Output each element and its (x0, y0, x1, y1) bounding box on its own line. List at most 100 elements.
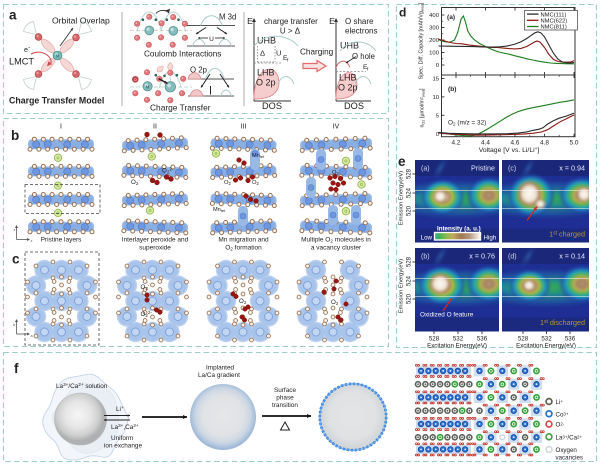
svg-text:-: - (28, 45, 30, 51)
svg-text:O 2p: O 2p (256, 78, 276, 88)
svg-text:phase: phase (276, 395, 294, 402)
svg-text:1st charged: 1st charged (549, 230, 585, 239)
svg-text:Spec. Diff. Capacity [mAh/Vgwa: Spec. Diff. Capacity [mAh/Vgwad] (419, 2, 425, 79)
svg-text:300: 300 (429, 26, 440, 32)
svg-text:528: 528 (407, 168, 413, 179)
svg-text:O22-: O22- (162, 167, 174, 175)
svg-text:NMC(811): NMC(811) (541, 25, 567, 31)
svg-text:(c): (c) (508, 166, 516, 173)
svg-text:U: U (276, 49, 281, 58)
svg-text:Oxidized O feature: Oxidized O feature (420, 312, 474, 319)
svg-text:Δ: Δ (260, 49, 265, 58)
svg-text:Interlayer peroxide and: Interlayer peroxide and (122, 237, 189, 244)
svg-text:a vacancy cluster: a vacancy cluster (311, 245, 362, 252)
svg-text:Implanted: Implanted (206, 365, 235, 372)
svg-text:(b): (b) (448, 86, 456, 93)
svg-text:x = 0.14: x = 0.14 (559, 252, 585, 261)
svg-text:Pristine layers: Pristine layers (41, 237, 83, 244)
svg-text:Co3+: Co3+ (556, 411, 569, 418)
svg-text:O2 (m/z = 32): O2 (m/z = 32) (448, 120, 486, 127)
svg-text:III: III (241, 124, 247, 131)
svg-text:O2-: O2- (141, 283, 150, 291)
svg-text:Pristine: Pristine (471, 164, 495, 173)
svg-text:520: 520 (407, 205, 413, 216)
svg-text:Voltage [V vs. Li/Li+]: Voltage [V vs. Li/Li+] (479, 147, 540, 154)
svg-text:vacancies: vacancies (556, 455, 584, 462)
svg-text:5: 5 (436, 114, 440, 120)
svg-text:IV: IV (333, 124, 340, 131)
svg-text:Charging: Charging (300, 48, 334, 57)
svg-text:U: U (209, 36, 214, 43)
svg-text:UHB: UHB (257, 36, 276, 46)
svg-text:536: 536 (477, 336, 488, 343)
svg-text:Coulomb Interactions: Coulomb Interactions (144, 50, 221, 59)
svg-text:(d): (d) (508, 254, 517, 261)
svg-text:electrons: electrons (345, 27, 377, 36)
svg-text:b: b (13, 323, 15, 327)
svg-text:(b): (b) (421, 254, 430, 261)
svg-text:Li+: Li+ (116, 405, 124, 413)
svg-text:La3+/Ca2+ solution: La3+/Ca2+ solution (56, 382, 108, 390)
svg-text:Orbital Overlap: Orbital Overlap (52, 16, 110, 26)
svg-text:O2: O2 (252, 180, 260, 186)
svg-text:Surface: Surface (274, 387, 296, 394)
svg-text:O2: O2 (332, 170, 340, 176)
svg-text:400: 400 (429, 13, 440, 19)
svg-text:I: I (60, 124, 62, 131)
svg-text:d: d (399, 6, 406, 20)
svg-text:NMC(622): NMC(622) (541, 19, 568, 25)
svg-text:532: 532 (453, 336, 464, 343)
svg-text:1st discharged: 1st discharged (540, 318, 585, 327)
svg-text:520: 520 (407, 293, 413, 304)
svg-text:Charge Transfer: Charge Transfer (150, 103, 211, 113)
svg-text:Excitation Energy(eV): Excitation Energy(eV) (427, 343, 487, 350)
svg-text:ion exchange: ion exchange (104, 443, 142, 450)
svg-text:528: 528 (518, 336, 529, 343)
svg-text:c: c (12, 252, 20, 267)
svg-text:Charge Transfer Model: Charge Transfer Model (9, 96, 104, 106)
svg-text:La/Ca gradient: La/Ca gradient (198, 372, 240, 379)
svg-text:Mntet: Mntet (252, 153, 265, 159)
svg-text:Emission Energy(eV): Emission Energy(eV) (399, 259, 405, 314)
svg-text:a: a (31, 334, 34, 338)
svg-text:E: E (363, 64, 368, 71)
svg-text:Mn migration and: Mn migration and (218, 237, 269, 244)
svg-text:f: f (14, 361, 19, 376)
svg-text:x: x (31, 239, 33, 243)
svg-text:Intensity (a. u.): Intensity (a. u.) (437, 226, 481, 233)
svg-text:10: 10 (432, 95, 439, 101)
svg-text:x = 0.76: x = 0.76 (469, 252, 495, 261)
svg-text:O22-: O22- (141, 310, 153, 318)
svg-text:UHB: UHB (340, 41, 359, 51)
svg-text:4.4: 4.4 (481, 140, 490, 147)
svg-text:O share: O share (345, 17, 374, 26)
svg-text:E: E (283, 55, 288, 62)
svg-text:O hole: O hole (352, 52, 375, 61)
svg-text:La3+,Ca2+: La3+,Ca2+ (111, 423, 139, 431)
svg-text:200: 200 (429, 38, 440, 44)
svg-text:b: b (11, 128, 19, 143)
svg-text:100: 100 (429, 51, 440, 57)
svg-text:4.2: 4.2 (452, 140, 461, 147)
svg-text:15: 15 (432, 77, 439, 83)
svg-text:Multiple O2 molecules in: Multiple O2 molecules in (301, 237, 371, 244)
svg-text:Oxygen: Oxygen (556, 447, 578, 454)
svg-text:4.6: 4.6 (511, 140, 520, 147)
svg-text:DOS: DOS (344, 101, 364, 111)
svg-text:O2: O2 (224, 180, 232, 186)
svg-text:Excitation Energy(eV): Excitation Energy(eV) (516, 343, 576, 350)
svg-text:M 3d: M 3d (219, 13, 236, 22)
svg-text:536: 536 (565, 336, 576, 343)
svg-text:M: M (146, 84, 150, 89)
svg-text:O2-: O2- (131, 178, 140, 186)
svg-text:High: High (484, 235, 497, 242)
svg-text:O 2p: O 2p (190, 66, 208, 75)
svg-text:II: II (153, 124, 157, 131)
svg-text:La3+/Ca2+: La3+/Ca2+ (556, 434, 583, 441)
svg-text:O2: O2 (331, 299, 339, 306)
svg-text:O2 formation: O2 formation (225, 245, 262, 252)
svg-text:0: 0 (436, 63, 440, 69)
svg-text:f: f (367, 67, 369, 73)
svg-text:(a): (a) (421, 166, 430, 173)
svg-text:nO2 [µmol/m2wad]: nO2 [µmol/m2wad] (419, 88, 425, 128)
